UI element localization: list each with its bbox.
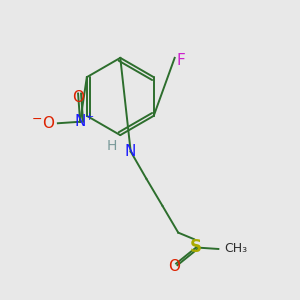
Text: H: H [106,139,116,153]
Text: N: N [74,114,86,129]
Text: +: + [84,112,94,122]
Text: O: O [72,90,84,105]
Text: O: O [42,116,54,131]
Text: F: F [177,53,186,68]
Text: S: S [190,238,202,256]
Text: CH₃: CH₃ [224,242,248,256]
Text: N: N [125,144,136,159]
Text: O: O [168,259,180,274]
Text: −: − [32,113,43,126]
